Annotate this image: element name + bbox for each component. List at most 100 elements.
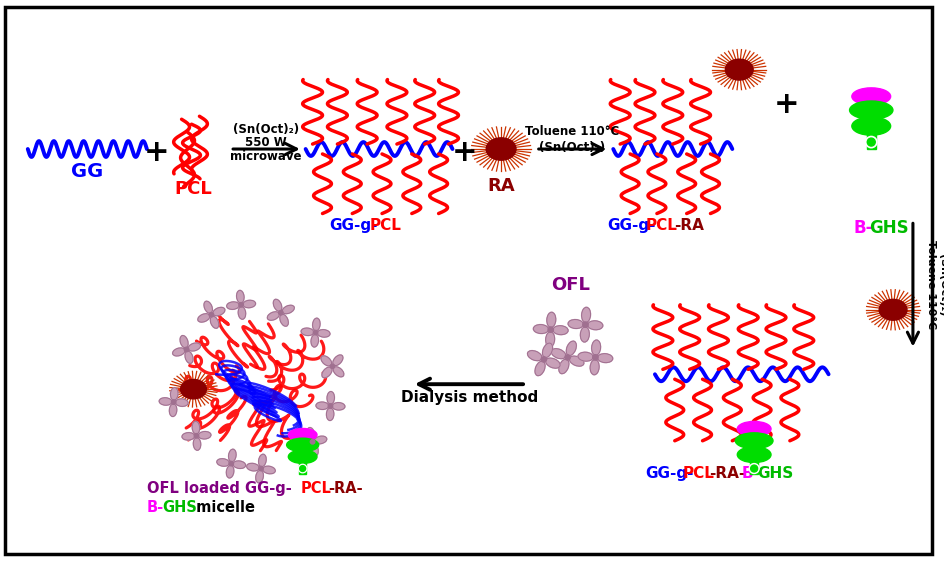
Ellipse shape	[568, 319, 583, 328]
Ellipse shape	[548, 312, 558, 328]
Text: (Sn(Oct)₂): (Sn(Oct)₂)	[233, 123, 299, 136]
Circle shape	[311, 439, 314, 444]
Circle shape	[593, 355, 598, 360]
Ellipse shape	[176, 399, 188, 406]
Ellipse shape	[580, 327, 589, 342]
Ellipse shape	[213, 307, 225, 316]
Ellipse shape	[274, 299, 282, 311]
Ellipse shape	[321, 356, 331, 366]
Text: GHS: GHS	[757, 466, 793, 481]
Ellipse shape	[851, 88, 890, 105]
Ellipse shape	[553, 328, 567, 337]
Ellipse shape	[725, 59, 753, 80]
Ellipse shape	[173, 348, 185, 356]
Ellipse shape	[228, 449, 236, 462]
Ellipse shape	[246, 463, 260, 471]
Ellipse shape	[298, 440, 311, 448]
Circle shape	[329, 404, 332, 408]
Circle shape	[330, 364, 335, 369]
Ellipse shape	[570, 354, 585, 363]
Text: PCL: PCL	[369, 218, 401, 233]
Circle shape	[184, 347, 189, 352]
Text: (Sn(Oct)₂): (Sn(Oct)₂)	[540, 141, 606, 154]
Ellipse shape	[588, 321, 602, 330]
Text: GG-g-: GG-g-	[645, 466, 694, 481]
FancyBboxPatch shape	[867, 128, 876, 149]
Ellipse shape	[198, 314, 210, 322]
Ellipse shape	[316, 402, 329, 410]
Ellipse shape	[333, 355, 343, 366]
Circle shape	[278, 311, 283, 315]
Circle shape	[750, 463, 759, 473]
Text: -RA: -RA	[674, 218, 703, 233]
Ellipse shape	[737, 421, 771, 436]
Ellipse shape	[533, 361, 545, 375]
Ellipse shape	[327, 392, 334, 404]
Ellipse shape	[314, 436, 327, 444]
Ellipse shape	[544, 332, 553, 347]
Ellipse shape	[317, 330, 330, 337]
Text: Dialysis method: Dialysis method	[401, 390, 538, 405]
Text: +: +	[144, 139, 170, 168]
Ellipse shape	[332, 403, 345, 410]
Ellipse shape	[237, 291, 244, 303]
Ellipse shape	[262, 466, 276, 474]
Text: -RA-: -RA-	[329, 481, 363, 496]
Ellipse shape	[533, 323, 548, 332]
Ellipse shape	[562, 360, 571, 375]
Ellipse shape	[256, 470, 263, 483]
FancyBboxPatch shape	[299, 458, 306, 473]
Ellipse shape	[578, 352, 593, 361]
Ellipse shape	[288, 429, 317, 441]
Circle shape	[299, 466, 306, 471]
Text: microwave: microwave	[230, 150, 302, 163]
Ellipse shape	[193, 421, 200, 434]
Ellipse shape	[546, 358, 560, 370]
Text: GG-g-: GG-g-	[607, 218, 656, 233]
Ellipse shape	[194, 438, 201, 450]
Circle shape	[229, 461, 233, 466]
Ellipse shape	[322, 367, 332, 378]
Ellipse shape	[233, 461, 245, 468]
Ellipse shape	[243, 300, 256, 308]
Ellipse shape	[582, 307, 591, 323]
Ellipse shape	[180, 379, 207, 399]
Circle shape	[565, 355, 570, 360]
Ellipse shape	[259, 454, 266, 467]
Ellipse shape	[180, 335, 188, 348]
Ellipse shape	[565, 340, 573, 355]
Text: +: +	[774, 90, 800, 119]
Text: OFL: OFL	[551, 276, 590, 294]
Text: Toluene 110°C: Toluene 110°C	[526, 125, 619, 138]
Ellipse shape	[850, 101, 893, 119]
Ellipse shape	[879, 300, 907, 320]
Circle shape	[259, 466, 263, 471]
Circle shape	[210, 312, 213, 317]
Circle shape	[172, 400, 176, 404]
Ellipse shape	[735, 433, 773, 449]
Ellipse shape	[171, 388, 178, 400]
Text: PCL: PCL	[646, 218, 678, 233]
FancyBboxPatch shape	[5, 7, 932, 554]
Ellipse shape	[227, 302, 239, 309]
Text: GG-g-: GG-g-	[329, 218, 378, 233]
Text: (Sn(Oct)₂): (Sn(Oct)₂)	[937, 254, 944, 316]
Ellipse shape	[598, 354, 613, 363]
Text: PCL: PCL	[175, 180, 212, 197]
Ellipse shape	[182, 433, 194, 440]
Circle shape	[541, 357, 547, 362]
Circle shape	[298, 465, 307, 473]
Circle shape	[868, 138, 875, 146]
Text: OFL loaded GG-g-: OFL loaded GG-g-	[147, 481, 292, 496]
Text: GHS: GHS	[869, 219, 909, 237]
Ellipse shape	[528, 350, 542, 360]
Ellipse shape	[227, 466, 234, 478]
Circle shape	[239, 302, 244, 307]
Text: B-: B-	[741, 466, 759, 481]
Ellipse shape	[550, 352, 565, 361]
Ellipse shape	[287, 438, 319, 452]
Circle shape	[548, 327, 553, 332]
Ellipse shape	[160, 398, 172, 405]
Ellipse shape	[198, 431, 211, 439]
Ellipse shape	[486, 138, 516, 160]
